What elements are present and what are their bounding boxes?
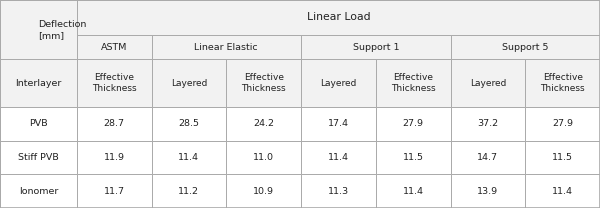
Text: 11.5: 11.5 <box>403 153 424 162</box>
Bar <box>451 35 600 59</box>
Text: 13.9: 13.9 <box>478 187 499 196</box>
Bar <box>77 107 152 141</box>
Bar <box>301 59 376 107</box>
Bar <box>152 141 226 174</box>
Text: Deflection
[mm]: Deflection [mm] <box>38 20 87 40</box>
Bar <box>152 174 226 208</box>
Text: 11.7: 11.7 <box>104 187 125 196</box>
Bar <box>0 59 77 107</box>
Bar <box>226 174 301 208</box>
Bar <box>152 107 226 141</box>
Text: 10.9: 10.9 <box>253 187 274 196</box>
Text: Support 5: Support 5 <box>502 43 548 52</box>
Text: Linear Load: Linear Load <box>307 12 370 22</box>
Bar <box>226 141 301 174</box>
Text: Ionomer: Ionomer <box>19 187 58 196</box>
Bar <box>451 174 525 208</box>
Text: Support 1: Support 1 <box>353 43 399 52</box>
Bar <box>77 59 152 107</box>
Bar <box>77 141 152 174</box>
Text: 11.4: 11.4 <box>403 187 424 196</box>
Bar <box>77 0 600 35</box>
Bar <box>525 59 600 107</box>
Bar <box>77 35 152 59</box>
Text: 24.2: 24.2 <box>253 119 274 128</box>
Text: 11.3: 11.3 <box>328 187 349 196</box>
Text: 14.7: 14.7 <box>478 153 499 162</box>
Text: Effective
Thickness: Effective Thickness <box>541 73 585 93</box>
Bar <box>0 174 77 208</box>
Text: 11.4: 11.4 <box>552 187 573 196</box>
Text: PVB: PVB <box>29 119 48 128</box>
Bar <box>152 59 226 107</box>
Bar <box>451 107 525 141</box>
Bar <box>525 107 600 141</box>
Text: 11.0: 11.0 <box>253 153 274 162</box>
Text: Layered: Layered <box>320 79 356 88</box>
Text: Stiff PVB: Stiff PVB <box>18 153 59 162</box>
Bar <box>451 141 525 174</box>
Bar <box>0 0 77 59</box>
Text: Linear Elastic: Linear Elastic <box>194 43 258 52</box>
Text: ASTM: ASTM <box>101 43 127 52</box>
Bar <box>376 59 451 107</box>
Bar <box>77 174 152 208</box>
Text: 27.9: 27.9 <box>403 119 424 128</box>
Bar <box>525 174 600 208</box>
Text: 17.4: 17.4 <box>328 119 349 128</box>
Bar <box>226 59 301 107</box>
Text: 11.9: 11.9 <box>104 153 125 162</box>
Text: Interlayer: Interlayer <box>15 79 62 88</box>
Text: 37.2: 37.2 <box>478 119 499 128</box>
Text: Effective
Thickness: Effective Thickness <box>391 73 436 93</box>
Bar <box>376 174 451 208</box>
Bar <box>301 107 376 141</box>
Text: Layered: Layered <box>171 79 207 88</box>
Bar <box>226 107 301 141</box>
Text: 28.7: 28.7 <box>104 119 125 128</box>
Text: 11.2: 11.2 <box>178 187 199 196</box>
Bar <box>376 141 451 174</box>
Text: 11.5: 11.5 <box>552 153 573 162</box>
Text: 28.5: 28.5 <box>178 119 199 128</box>
Text: Layered: Layered <box>470 79 506 88</box>
Text: Effective
Thickness: Effective Thickness <box>92 73 136 93</box>
Text: 11.4: 11.4 <box>328 153 349 162</box>
Text: 27.9: 27.9 <box>552 119 573 128</box>
Bar <box>376 107 451 141</box>
Bar <box>301 141 376 174</box>
Bar <box>0 141 77 174</box>
Text: Effective
Thickness: Effective Thickness <box>241 73 286 93</box>
Bar <box>451 59 525 107</box>
Bar <box>301 174 376 208</box>
Text: 11.4: 11.4 <box>178 153 199 162</box>
Bar <box>525 141 600 174</box>
Bar <box>152 35 301 59</box>
Bar <box>0 107 77 141</box>
Bar <box>301 35 451 59</box>
